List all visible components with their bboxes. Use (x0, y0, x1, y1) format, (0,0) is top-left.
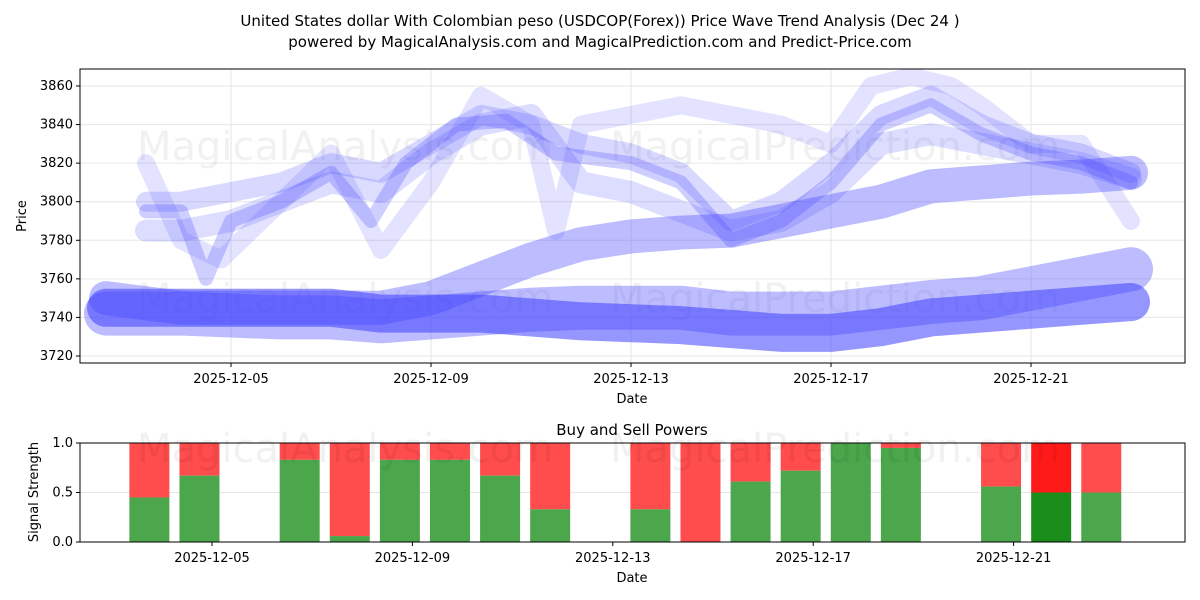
series-line-wave-d (135, 103, 1142, 242)
sell-bar (480, 443, 521, 476)
sell-bar (880, 443, 921, 448)
sell-bar (730, 443, 771, 482)
y-tick-label: 3800 (40, 195, 73, 210)
sell-bar (129, 443, 170, 498)
chart-subtitle: powered by MagicalAnalysis.com and Magic… (288, 33, 912, 51)
x-tick-label: 2025-12-09 (375, 551, 451, 566)
sell-bar (780, 443, 821, 471)
series-line-wave-c (137, 69, 1140, 269)
bar-chart-title: Buy and Sell Powers (556, 421, 708, 439)
buy-bar (429, 459, 470, 542)
bar-y-axis-label: Signal Strength (27, 442, 42, 542)
sell-bar (680, 443, 721, 542)
plot-frame (79, 442, 1186, 543)
y-tick-label: 0.0 (52, 535, 73, 550)
y-tick-label: 3860 (40, 79, 73, 94)
y-tick-label: 3780 (40, 233, 73, 248)
x-tick-label: 2025-12-21 (976, 551, 1052, 566)
sell-bar (630, 443, 671, 510)
x-tick-label: 2025-12-09 (393, 372, 469, 387)
y-tick-label: 3720 (40, 349, 73, 364)
x-tick-label: 2025-12-13 (593, 372, 669, 387)
x-axis-label: Date (616, 392, 647, 407)
chart-title: United States dollar With Colombian peso… (240, 12, 959, 30)
series-line-wave-b (136, 85, 1141, 231)
bar-x-axis-label: Date (616, 571, 647, 586)
buy-bar (129, 497, 170, 542)
x-tick-label: 2025-12-05 (193, 372, 269, 387)
plot-frame (79, 68, 1186, 364)
y-axis-label: Price (15, 200, 30, 232)
series-line-trend-lower (87, 283, 1150, 352)
y-tick-label: 0.5 (52, 486, 73, 501)
x-tick-label: 2025-12-17 (793, 372, 869, 387)
buy-bar (279, 459, 320, 542)
series-group (84, 69, 1153, 352)
sell-bar (379, 443, 420, 460)
buy-bar (730, 481, 771, 542)
watermark: MagicalAnalysis.com (137, 124, 553, 170)
buy-bar (981, 486, 1022, 542)
sell-bar (429, 443, 470, 460)
buy-bar (780, 470, 821, 542)
sell-bar (1081, 443, 1122, 493)
x-tick-label: 2025-12-21 (993, 372, 1069, 387)
y-tick-label: 1.0 (52, 436, 73, 451)
buy-bar (480, 475, 521, 542)
buy-bar (1081, 492, 1122, 542)
sell-bar (329, 443, 370, 537)
y-tick-label: 3820 (40, 156, 73, 171)
watermark: MagicalPrediction.com (610, 426, 1060, 472)
x-tick-label: 2025-12-17 (775, 551, 851, 566)
sell-bar (530, 443, 571, 510)
sell-bar (1031, 443, 1072, 493)
buy-bar (329, 536, 370, 542)
series-line-wave-a (139, 98, 1138, 286)
buy-bar (1031, 492, 1072, 542)
x-tick-label: 2025-12-05 (174, 551, 250, 566)
buy-bar (379, 459, 420, 542)
sell-bar (279, 443, 320, 460)
watermark: MagicalAnalysis.com (137, 426, 553, 472)
sell-bar (981, 443, 1022, 487)
buy-bar (179, 475, 220, 542)
x-tick-label: 2025-12-13 (575, 551, 651, 566)
buy-bar (530, 509, 571, 542)
buy-bar (630, 509, 671, 542)
watermark: MagicalPrediction.com (610, 124, 1060, 170)
y-tick-label: 3840 (40, 118, 73, 133)
y-tick-label: 3740 (40, 310, 73, 325)
buy-bar (880, 447, 921, 542)
sell-bar (179, 443, 220, 476)
y-tick-label: 3760 (40, 272, 73, 287)
buy-bar (830, 443, 871, 542)
